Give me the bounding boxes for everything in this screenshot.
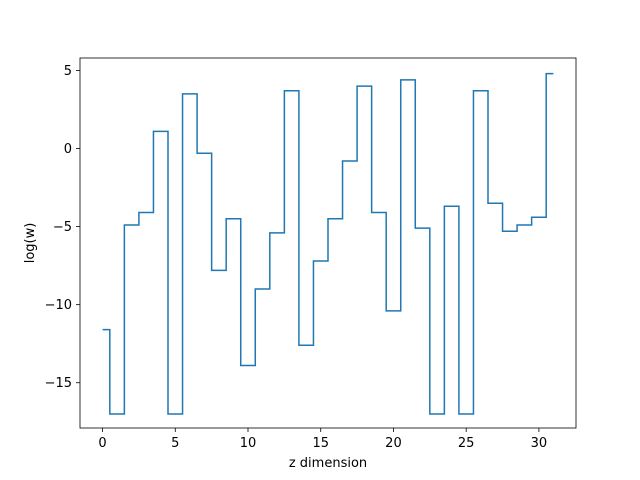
x-tick-label: 15 bbox=[312, 436, 329, 451]
series-line-0 bbox=[102, 72, 554, 415]
y-axis-ticks: 5 0 −5 −10 −15 bbox=[45, 64, 80, 391]
y-tick-label: 5 bbox=[64, 64, 72, 79]
y-tick-label: −5 bbox=[53, 220, 72, 235]
x-tick-label: 25 bbox=[458, 436, 475, 451]
x-axis-ticks: 0 5 10 15 20 25 30 bbox=[98, 428, 547, 451]
plot-area bbox=[102, 72, 554, 415]
x-tick-label: 5 bbox=[171, 436, 179, 451]
y-axis-label: log(w) bbox=[23, 223, 38, 264]
axes-frame bbox=[79, 57, 577, 429]
x-tick-label: 10 bbox=[240, 436, 257, 451]
x-axis-label: z dimension bbox=[289, 456, 367, 471]
x-tick-label: 0 bbox=[98, 436, 106, 451]
y-tick-label: 0 bbox=[64, 142, 72, 157]
x-tick-label: 20 bbox=[385, 436, 402, 451]
y-tick-label: −10 bbox=[45, 298, 72, 313]
x-tick-label: 30 bbox=[531, 436, 548, 451]
y-tick-label: −15 bbox=[45, 376, 72, 391]
